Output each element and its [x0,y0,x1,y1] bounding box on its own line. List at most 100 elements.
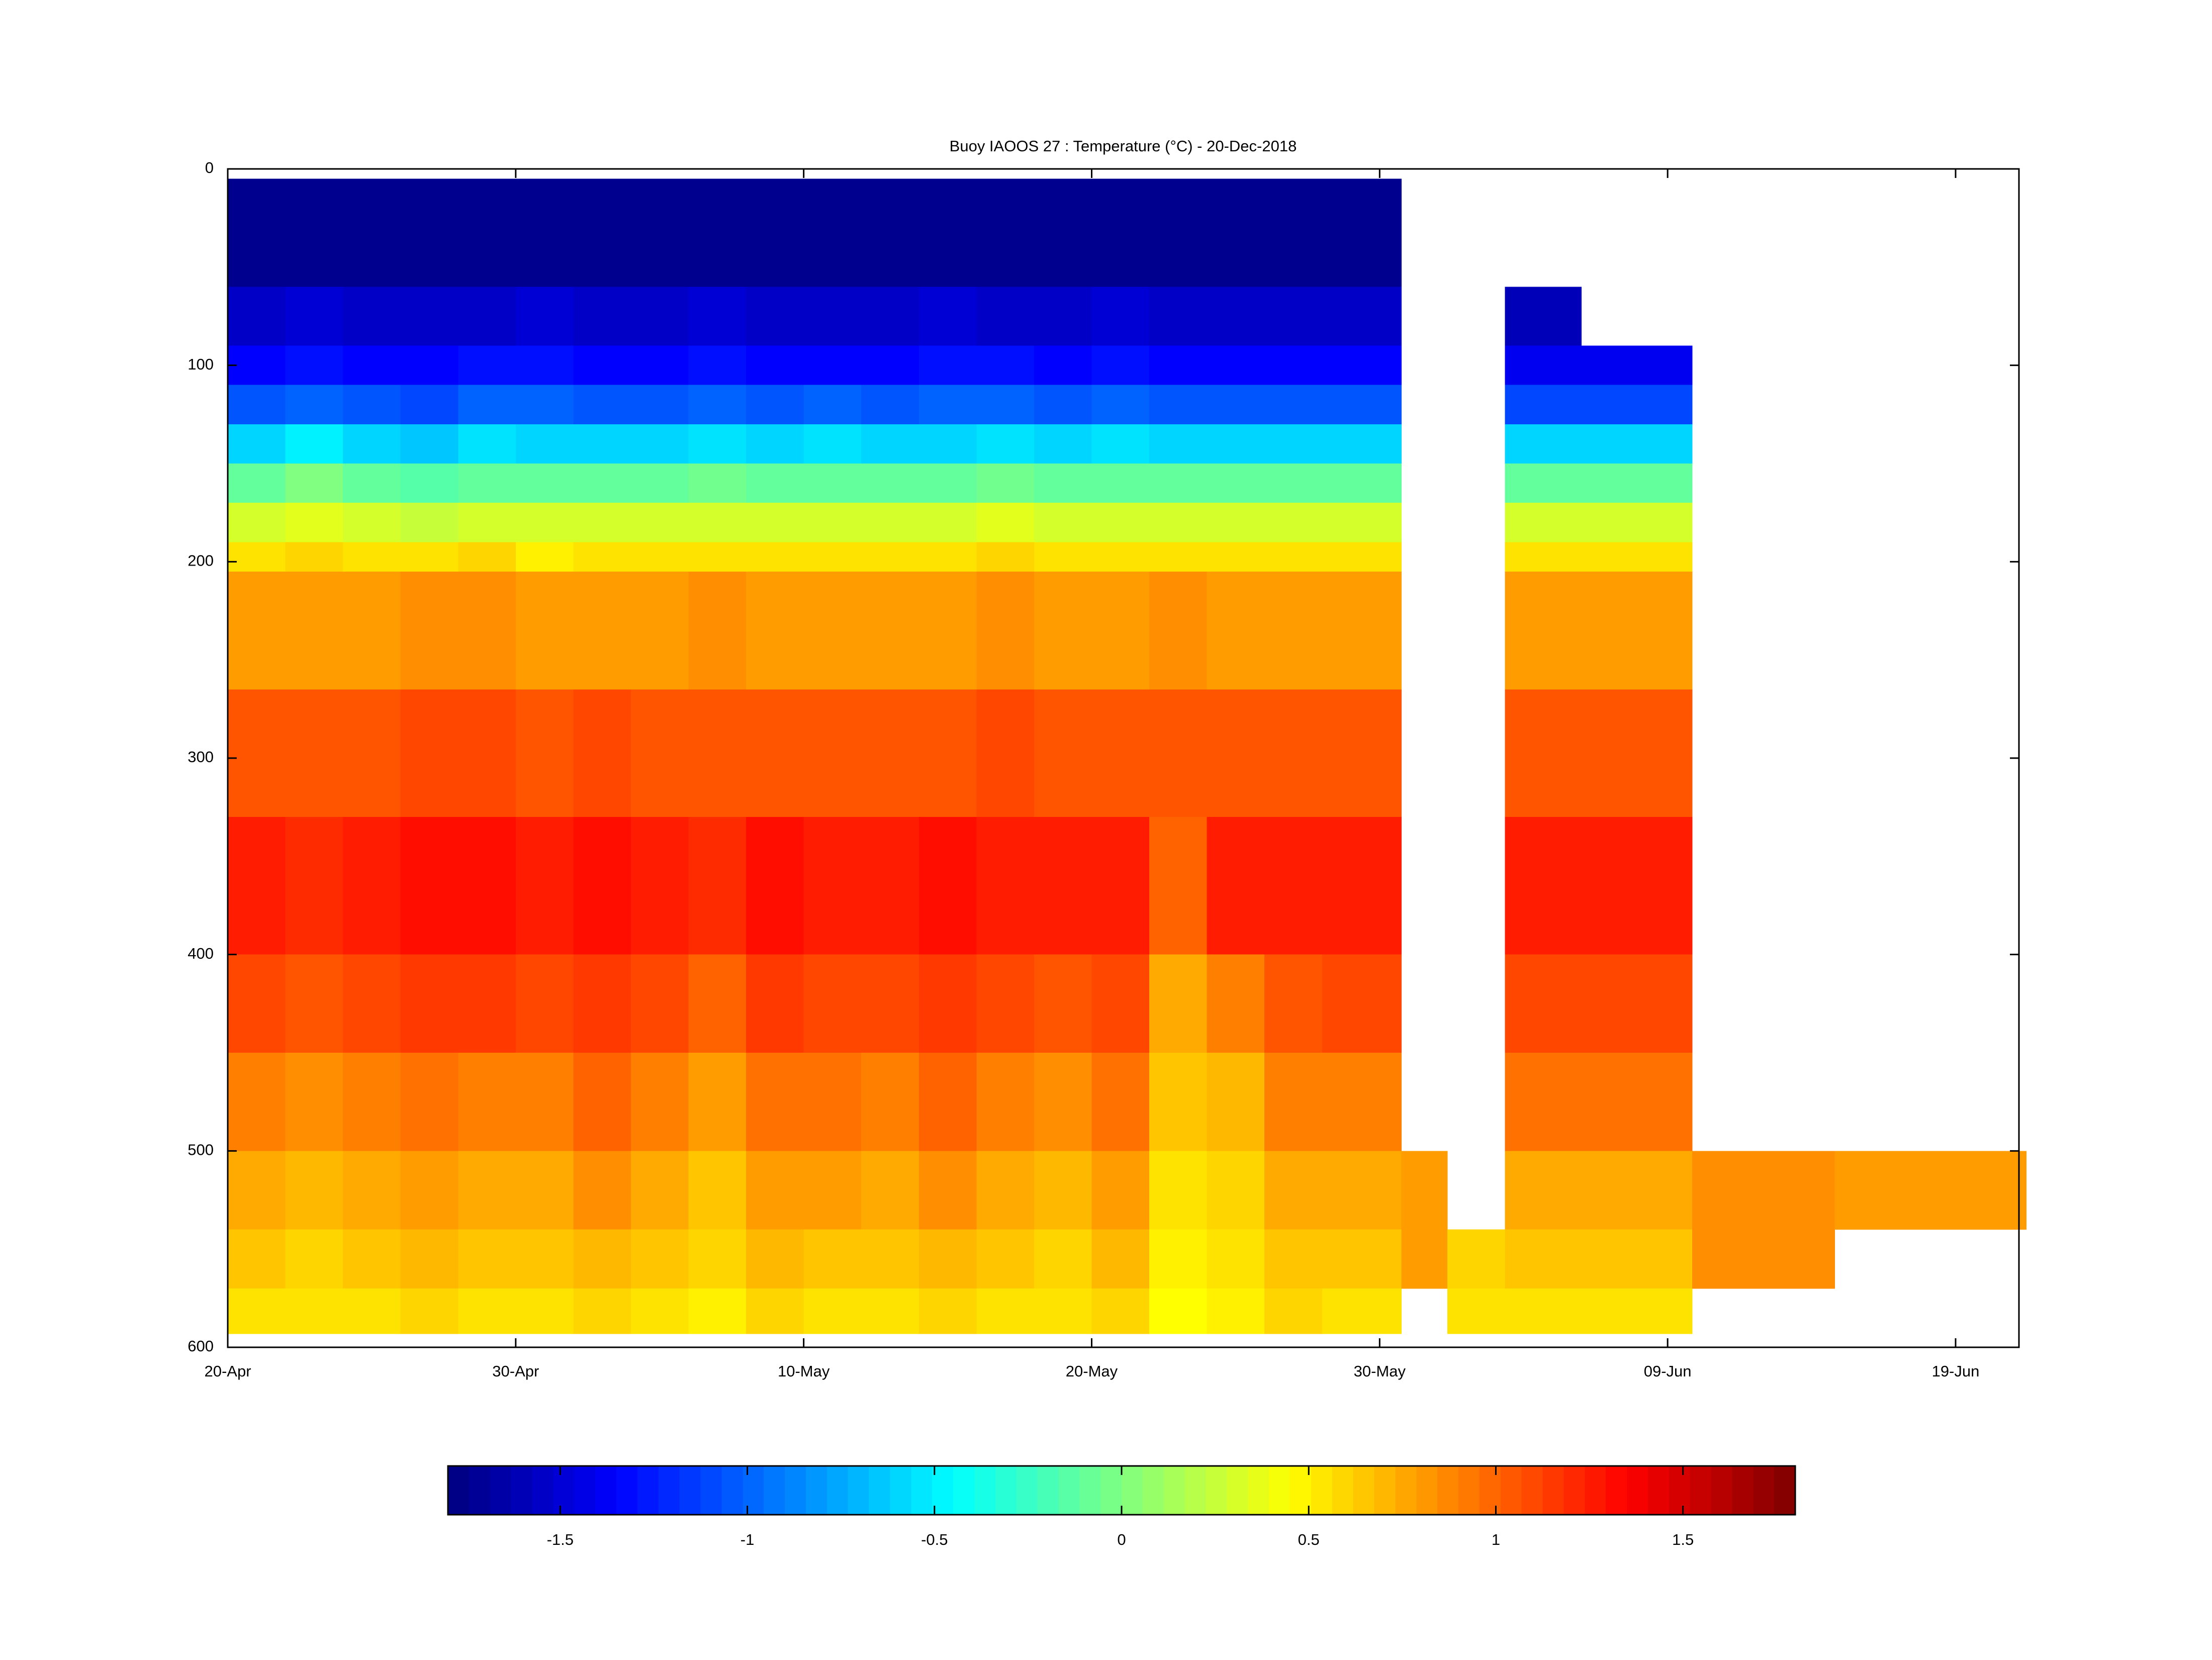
heatmap-cell [1034,503,1092,542]
heatmap-cell [228,571,286,690]
heatmap-cell [861,1151,919,1230]
heatmap-cell [343,424,401,464]
heatmap-cell [458,464,516,503]
heatmap-cell [343,464,401,503]
heatmap-cell [515,689,574,817]
heatmap-cell [861,817,919,955]
heatmap-cell [515,287,574,346]
heatmap-cell [1207,178,1265,287]
colorbar-strip [1016,1466,1038,1515]
heatmap-cell [918,464,977,503]
heatmap-cell [918,542,977,572]
colorbar-strip [1163,1466,1185,1515]
colorbar-strip [1184,1466,1207,1515]
heatmap-cell [1322,385,1402,425]
heatmap-cell [1034,1288,1092,1334]
heatmap-cell [803,689,862,817]
heatmap-cell [976,385,1035,425]
heatmap-cell [1505,571,1582,690]
heatmap-cell [688,424,747,464]
heatmap-cell [1207,689,1265,817]
heatmap-cell [1322,345,1402,386]
colorbar-strip [1563,1466,1586,1515]
heatmap-cell [1034,1229,1092,1289]
colorbar-strip [826,1466,849,1515]
heatmap-cell [1322,178,1402,287]
heatmap-cell [1505,464,1582,503]
heatmap-cell [1264,424,1323,464]
heatmap-cell [1264,178,1323,287]
colorbar-strip [553,1466,575,1515]
colorbar-strip [995,1466,1017,1515]
heatmap-cell [1581,1053,1693,1151]
heatmap-cell [1581,1229,1693,1289]
heatmap-cell [1581,503,1693,542]
heatmap-cell [803,287,862,346]
heatmap-cell [976,817,1035,955]
heatmap-cell [573,542,631,572]
heatmap-cell [285,345,343,386]
heatmap-cell [573,424,631,464]
colorbar-strip [1416,1466,1438,1515]
heatmap-cell [630,385,689,425]
colorbar-strip [637,1466,659,1515]
heatmap-cell [458,178,516,287]
heatmap-cell [1322,1229,1402,1289]
heatmap-cell [688,1151,747,1230]
heatmap-cell [1581,1288,1693,1334]
heatmap-cell [1322,1053,1402,1151]
heatmap-cell [458,1151,516,1230]
heatmap-cell [1091,571,1150,690]
heatmap-cell [285,287,343,346]
heatmap-cell [458,345,516,386]
heatmap-cell [1149,1229,1208,1289]
heatmap-cell [688,178,747,287]
heatmap-cell [1401,1151,1448,1230]
heatmap-cell [573,503,631,542]
heatmap-cell [746,689,804,817]
heatmap-cell [228,817,286,955]
heatmap-cell [918,503,977,542]
heatmap-cell [285,817,343,955]
heatmap-cell [1149,1053,1208,1151]
heatmap-cell [228,542,286,572]
heatmap-cell [688,542,747,572]
colorbar-strip [1058,1466,1080,1515]
heatmap-cell [400,1229,458,1289]
heatmap-cell [630,287,689,346]
colorbar-strip [469,1466,491,1515]
heatmap-cell [1034,464,1092,503]
colorbar-strip [1521,1466,1543,1515]
heatmap-cell [1581,689,1693,817]
heatmap-cell [630,817,689,955]
heatmap-cell [976,954,1035,1053]
heatmap-cell [1034,1053,1092,1151]
heatmap-cell [1207,571,1265,690]
heatmap-cell [746,954,804,1053]
heatmap-cell [688,464,747,503]
heatmap-cell [1149,571,1208,690]
heatmap-cell [1091,464,1150,503]
heatmap-cell [343,571,401,690]
heatmap-cell [515,1288,574,1334]
heatmap-cell [746,542,804,572]
heatmap-cell [458,817,516,955]
heatmap-cell [746,287,804,346]
heatmap-cell [1264,345,1323,386]
heatmap-cell [688,1053,747,1151]
heatmap-cell [285,571,343,690]
heatmap-cell [285,1053,343,1151]
heatmap-cell [285,178,343,287]
y-tick-label: 200 [188,552,214,570]
heatmap-cell [1581,542,1693,572]
heatmap-cell [1034,571,1092,690]
heatmap-cell [343,689,401,817]
heatmap-cell [1505,817,1582,955]
heatmap-cell [573,571,631,690]
chart-title: Buoy IAOOS 27 : Temperature (°C) - 20-De… [950,137,1297,155]
heatmap-cell [630,424,689,464]
heatmap-cell [1091,1288,1150,1334]
heatmap-cell [1322,464,1402,503]
heatmap-cell [803,1053,862,1151]
